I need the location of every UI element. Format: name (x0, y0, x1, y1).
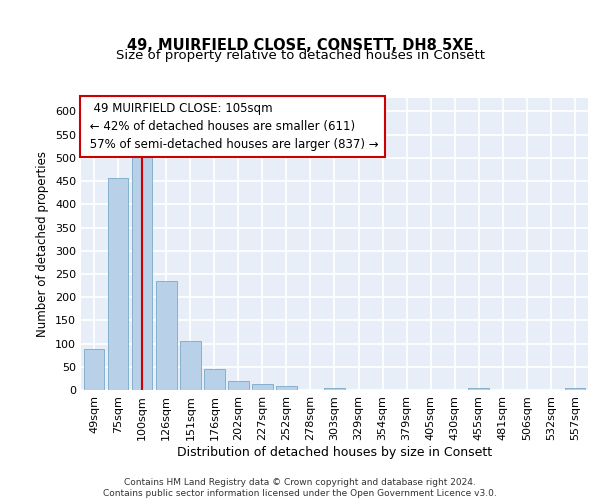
Bar (156, 282, 176, 390)
Bar (108, 178, 128, 390)
Bar (469, 388, 489, 390)
Y-axis label: Number of detached properties: Number of detached properties (37, 151, 49, 337)
Text: 49, MUIRFIELD CLOSE, CONSETT, DH8 5XE: 49, MUIRFIELD CLOSE, CONSETT, DH8 5XE (127, 38, 473, 52)
Bar (132, 158, 152, 390)
Bar (84, 349, 104, 390)
Bar (324, 388, 345, 390)
Bar (252, 384, 272, 390)
Text: 49 MUIRFIELD CLOSE: 105sqm  
 ← 42% of detached houses are smaller (611)
 57% of: 49 MUIRFIELD CLOSE: 105sqm ← 42% of deta… (86, 102, 379, 151)
Text: Contains HM Land Registry data © Crown copyright and database right 2024.
Contai: Contains HM Land Registry data © Crown c… (103, 478, 497, 498)
X-axis label: Distribution of detached houses by size in Consett: Distribution of detached houses by size … (177, 446, 492, 458)
Bar (204, 369, 224, 390)
Text: Size of property relative to detached houses in Consett: Size of property relative to detached ho… (115, 50, 485, 62)
Bar (180, 341, 200, 390)
Bar (276, 386, 296, 390)
Bar (565, 388, 585, 390)
Bar (228, 380, 248, 390)
